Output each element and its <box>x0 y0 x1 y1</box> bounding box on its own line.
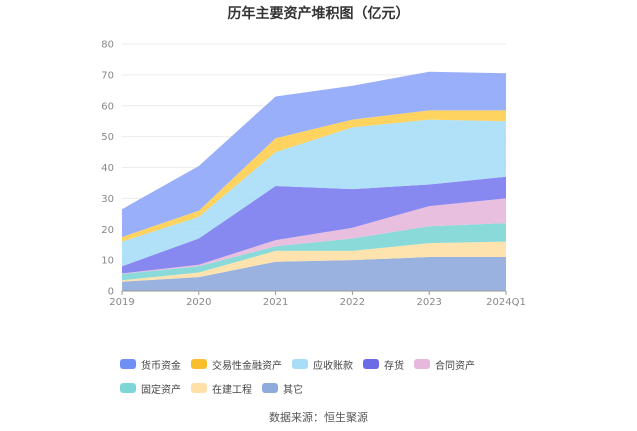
legend-swatch <box>292 359 308 369</box>
legend-label: 其它 <box>283 384 303 396</box>
x-tick-label: 2023 <box>416 297 441 308</box>
legend-swatch <box>191 359 207 369</box>
x-tick-label: 2019 <box>109 297 134 308</box>
legend: 货币资金 交易性金融资产 应收账款 存货 合同资产固定资产 在建工程 其它 <box>120 354 540 402</box>
area-series-5 <box>122 119 506 267</box>
chart-title: 历年主要资产堆积图（亿元） <box>227 6 410 22</box>
y-tick-label: 40 <box>101 163 114 174</box>
y-tick-label: 50 <box>101 132 114 143</box>
legend-item[interactable]: 存货 <box>363 357 404 372</box>
legend-swatch <box>120 383 136 393</box>
x-tick-label: 2021 <box>263 297 288 308</box>
legend-item[interactable]: 交易性金融资产 <box>191 357 282 372</box>
area-series-4 <box>122 176 506 274</box>
legend-label: 合同资产 <box>435 360 475 372</box>
legend-item[interactable]: 在建工程 <box>191 381 252 396</box>
x-tick-label: 2020 <box>186 297 211 308</box>
legend-swatch <box>191 383 207 393</box>
area-series-7 <box>122 71 506 237</box>
y-tick-label: 80 <box>101 40 114 51</box>
axes: 0 10 20 30 40 50 60 70 80 2019 2020 2021 2022 2023 202… <box>101 40 526 309</box>
legend-label: 货币资金 <box>141 360 181 372</box>
y-tick-label: 10 <box>101 256 114 267</box>
y-tick-label: 20 <box>101 225 114 236</box>
area-series-3 <box>122 198 506 274</box>
legend-swatch <box>262 383 278 393</box>
legend-label: 应收账款 <box>313 360 353 372</box>
legend-swatch <box>120 359 136 369</box>
area-series-1 <box>122 241 506 282</box>
legend-label: 固定资产 <box>141 384 181 396</box>
legend-item[interactable]: 应收账款 <box>292 357 353 372</box>
legend-item[interactable]: 货币资金 <box>120 357 181 372</box>
x-tick-label: 2024Q1 <box>486 297 526 308</box>
legend-swatch <box>414 359 430 369</box>
legend-swatch <box>363 359 379 369</box>
x-tick-label: 2022 <box>340 297 365 308</box>
chart-plot: 0 10 20 30 40 50 60 70 80 2019 2020 2021 2022 2023 202… <box>101 40 526 309</box>
legend-label: 存货 <box>384 360 404 372</box>
legend-item[interactable]: 其它 <box>262 381 303 396</box>
y-tick-label: 30 <box>101 194 114 205</box>
area-series-6 <box>122 110 506 242</box>
y-tick-label: 60 <box>101 101 114 112</box>
area-series-0 <box>122 257 506 291</box>
legend-label: 交易性金融资产 <box>212 360 282 372</box>
legend-item[interactable]: 固定资产 <box>120 381 181 396</box>
legend-item[interactable]: 合同资产 <box>414 357 475 372</box>
data-source: 数据来源：恒生聚源 <box>269 411 368 424</box>
y-tick-label: 0 <box>108 287 114 298</box>
legend-label: 在建工程 <box>212 384 252 396</box>
area-series-2 <box>122 223 506 281</box>
y-tick-label: 70 <box>101 70 114 81</box>
area-series <box>122 71 506 291</box>
